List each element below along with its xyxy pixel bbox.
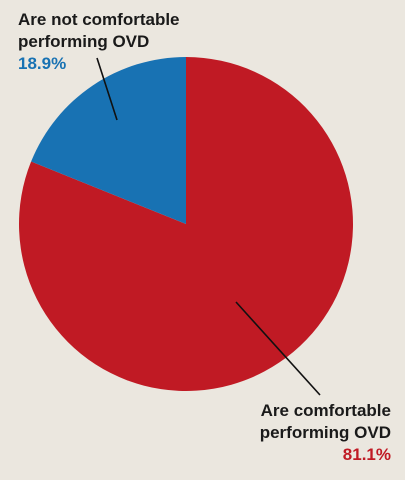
leader-line-comfortable (235, 301, 321, 396)
pie-slice-comfortable (19, 57, 354, 391)
slice-label-line-1: Are comfortable (260, 401, 391, 420)
slice-label-not-comfortable: Are not comfortable performing OVD 18.9% (18, 9, 180, 75)
slice-label-comfortable: Are comfortable performing OVD 81.1% (260, 400, 391, 466)
slice-label-line-1: Are not comfortable (18, 10, 180, 29)
leader-line-not-comfortable (96, 57, 118, 121)
slice-label-line-2: performing OVD (18, 32, 150, 51)
slice-label-line-2: performing OVD (259, 423, 391, 442)
slice-value-comfortable: 81.1% (342, 445, 391, 464)
slice-value-not-comfortable: 18.9% (18, 54, 67, 73)
pie-slice-not-comfortable (31, 57, 187, 224)
